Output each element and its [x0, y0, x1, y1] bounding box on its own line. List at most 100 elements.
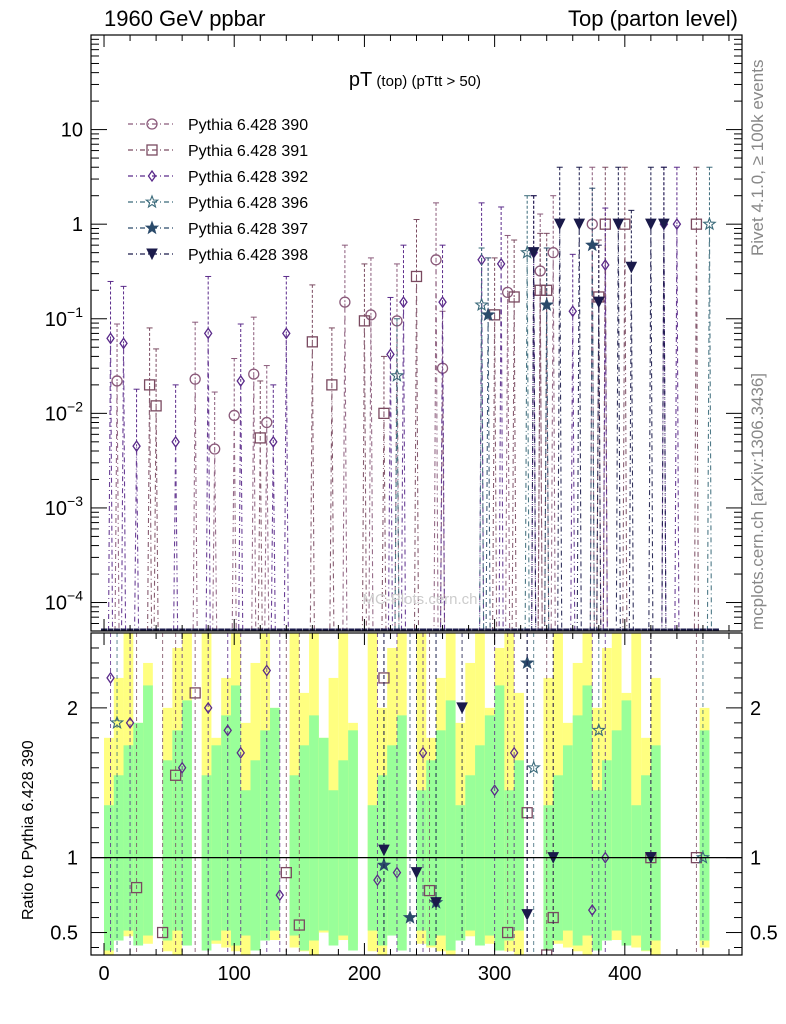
ratio-point — [378, 844, 390, 857]
ratio-band-inner — [484, 715, 495, 936]
ratio-point — [591, 722, 606, 737]
data-point — [539, 297, 554, 312]
ratio-point — [169, 769, 182, 781]
ratio-point — [418, 746, 428, 759]
ratio-band-inner — [299, 745, 310, 951]
header-process-label: Top (parton level) — [568, 6, 738, 31]
legend-label: Pythia 6.428 396 — [188, 195, 308, 212]
ratio-band-outer — [631, 633, 642, 948]
data-point — [143, 379, 156, 391]
ratio-band-inner — [562, 745, 573, 931]
ratio-band-inner — [396, 715, 407, 951]
ratio-point — [177, 761, 187, 774]
ratio-band-inner — [348, 730, 358, 951]
watermark: MC-Plots.cern.ch — [362, 591, 477, 608]
ratio-band-inner — [201, 775, 212, 951]
ratio-point — [695, 850, 711, 864]
ratio-point — [106, 671, 115, 685]
legend-item: Pythia 6.428 398 — [128, 247, 308, 264]
data-point — [496, 257, 506, 271]
ratio-y-tick-label-right: 0.5 — [750, 923, 778, 945]
ratio-point — [526, 760, 541, 774]
legend-item: Pythia 6.428 392 — [128, 169, 308, 186]
x-tick-label: 200 — [348, 963, 381, 985]
data-point — [378, 407, 390, 420]
data-point — [690, 218, 703, 230]
ratio-band-inner — [621, 700, 632, 946]
ratio-band-inner — [123, 745, 134, 931]
ratio-point — [130, 881, 143, 894]
x-tick-label: 100 — [218, 963, 251, 985]
ratio-point — [262, 664, 272, 677]
data-point — [132, 440, 141, 453]
ratio-band-inner — [211, 745, 222, 941]
data-point — [410, 270, 423, 283]
legend-label: Pythia 6.428 390 — [188, 117, 308, 134]
data-point — [282, 327, 291, 340]
data-point — [254, 432, 266, 444]
data-point — [702, 216, 717, 231]
ratio-band-inner — [504, 790, 515, 941]
data-point — [171, 435, 180, 448]
ratio-band-inner — [338, 760, 349, 936]
ratio-series-pythia-6-428-392 — [106, 633, 610, 955]
data-point — [573, 218, 586, 231]
data-point — [228, 409, 240, 422]
ratio-band-inner — [445, 700, 456, 951]
ratio-band-inner — [572, 715, 583, 946]
data-point — [106, 332, 115, 345]
data-point — [119, 337, 128, 350]
ratio-y-tick-label-left: 2 — [67, 698, 78, 720]
ratio-band-inner — [592, 790, 603, 951]
data-point — [203, 327, 213, 340]
data-point — [474, 297, 489, 312]
y-tick-label: 1 — [72, 214, 83, 236]
ratio-point — [423, 884, 436, 897]
ratio-point — [587, 903, 597, 917]
data-point — [339, 296, 351, 308]
ratio-point — [430, 897, 442, 909]
ratio-band-outer — [416, 633, 427, 944]
data-point — [209, 443, 221, 455]
ratio-band-inner — [250, 760, 261, 951]
legend-label: Pythia 6.428 391 — [188, 143, 308, 160]
series-pythia-6-428-397 — [480, 187, 600, 631]
header-energy-label: 1960 GeV ppbar — [104, 6, 266, 31]
data-point — [438, 295, 447, 309]
data-point — [111, 375, 123, 387]
ratio-band-inner — [650, 745, 661, 941]
ratio-y-tick-label-left: 0.5 — [50, 923, 78, 945]
ratio-point — [203, 701, 213, 715]
data-point — [358, 315, 371, 327]
series-line — [531, 224, 667, 631]
legend-marker — [146, 144, 158, 156]
data-point — [430, 254, 442, 266]
data-point — [248, 368, 260, 380]
ratio-point — [501, 926, 514, 939]
series-line — [394, 224, 712, 631]
ratio-band-inner — [328, 790, 339, 946]
data-point — [508, 291, 520, 303]
ratio-band-inner — [465, 775, 476, 931]
ratio-band-inner — [602, 760, 612, 941]
ratio-point — [275, 888, 285, 902]
ratio-y-tick-label-left: 1 — [67, 848, 78, 870]
ratio-point — [402, 910, 418, 924]
x-tick-label: 300 — [478, 963, 511, 985]
legend: Pythia 6.428 390 Pythia 6.428 391 Pythia 6… — [128, 117, 308, 264]
data-point — [386, 348, 395, 361]
ratio-band-inner — [162, 760, 173, 941]
legend-label: Pythia 6.428 398 — [188, 247, 308, 264]
main-plot-data — [101, 166, 719, 631]
ratio-band-inner — [309, 715, 319, 941]
ratio-point — [189, 687, 201, 699]
ratio-band-inner — [494, 685, 505, 951]
data-point — [399, 295, 408, 309]
ratio-band-inner — [367, 805, 378, 931]
series-pythia-6-428-396 — [389, 166, 717, 631]
ratio-point — [490, 784, 499, 797]
data-point — [600, 258, 610, 272]
legend-marker — [146, 118, 158, 130]
ratio-series-pythia-6-428-396 — [109, 633, 711, 955]
